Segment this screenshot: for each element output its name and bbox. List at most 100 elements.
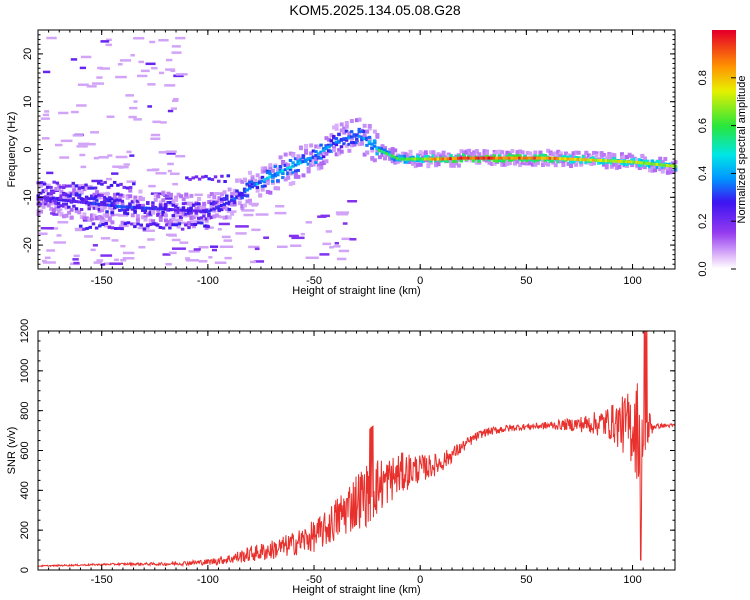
ridge-mid xyxy=(648,164,652,168)
ridge-halo xyxy=(219,192,224,197)
ridge-halo xyxy=(541,158,546,163)
ridge-halo xyxy=(319,161,324,166)
ridge-halo xyxy=(525,161,530,166)
ridge-mid xyxy=(286,171,290,175)
ridge-halo xyxy=(520,150,525,155)
ridge-core xyxy=(273,172,277,176)
colorbar-cell xyxy=(712,127,736,131)
ridge-halo xyxy=(500,150,505,155)
noise-blob xyxy=(333,245,341,248)
ridge-core xyxy=(367,140,372,144)
ridge-halo xyxy=(459,149,464,154)
side-ridge xyxy=(139,223,143,227)
snr-series-line xyxy=(38,330,676,568)
ridge-mid xyxy=(227,202,232,206)
noise-blob xyxy=(60,139,73,143)
ridge-mid xyxy=(87,203,91,207)
ridge-halo xyxy=(189,201,194,206)
ridge-mid xyxy=(630,161,634,165)
ridge-core xyxy=(118,204,122,208)
ridge-mid xyxy=(265,171,270,175)
ridge-mid xyxy=(487,158,491,162)
ridge-halo xyxy=(110,220,115,225)
ridge-mid xyxy=(625,163,629,167)
ridge-core xyxy=(230,198,234,202)
ridge-halo xyxy=(110,208,115,213)
ridge-halo xyxy=(133,195,138,200)
ridge-mid xyxy=(609,161,614,165)
colorbar-cell xyxy=(712,39,736,43)
ridge-halo xyxy=(653,168,658,173)
ridge-mid xyxy=(510,158,514,162)
ridge-halo xyxy=(105,213,110,218)
ridge-halo xyxy=(589,154,594,159)
colorbar-cell xyxy=(712,249,736,252)
ridge-mid xyxy=(227,207,232,211)
noise-blob xyxy=(42,261,56,264)
ridge-halo xyxy=(237,196,242,201)
ridge-mid xyxy=(189,206,193,210)
ridge-core xyxy=(599,159,604,163)
ridge-mid xyxy=(118,208,122,212)
noise-blob xyxy=(170,69,176,73)
noise-blob xyxy=(58,111,69,115)
colorbar-cell xyxy=(712,141,736,145)
side-ridge xyxy=(58,196,63,200)
ridge-mid xyxy=(497,154,502,158)
ridge-halo xyxy=(199,205,204,210)
ridge-halo xyxy=(283,177,288,182)
colorbar-cell xyxy=(712,169,736,173)
ridge-halo xyxy=(668,165,673,170)
ridge-mid xyxy=(209,215,214,219)
side-ridge xyxy=(52,199,56,203)
colorbar-cell xyxy=(712,151,736,155)
noise-blob xyxy=(86,142,96,146)
ridge-core xyxy=(181,208,186,212)
ridge-halo xyxy=(332,148,337,153)
ridge-halo xyxy=(492,151,497,156)
ridge-halo xyxy=(558,151,563,156)
ridge-halo xyxy=(477,152,482,157)
ridge-mid xyxy=(74,207,79,211)
ridge-halo xyxy=(431,150,436,155)
ridge-halo xyxy=(484,158,489,163)
ridge-halo xyxy=(579,162,584,167)
ridge-mid xyxy=(495,159,499,163)
ridge-mid xyxy=(171,214,176,218)
noise-blob xyxy=(165,68,176,71)
ridge-halo xyxy=(533,162,538,167)
ridge-mid xyxy=(630,158,634,162)
ridge-halo xyxy=(520,160,525,165)
colorbar-cell xyxy=(712,93,736,97)
ridge-mid xyxy=(79,207,84,211)
noise-blob xyxy=(100,237,111,240)
side-ridge xyxy=(87,197,91,201)
ridge-core xyxy=(133,206,137,210)
ridge-mid xyxy=(176,206,181,210)
ridge-halo xyxy=(492,161,497,166)
ridge-halo xyxy=(609,152,614,157)
ridge-core xyxy=(553,156,558,160)
noise-blob xyxy=(221,235,231,239)
ridge-core xyxy=(627,160,632,164)
side-ridge xyxy=(106,198,111,202)
ridge-mid xyxy=(120,199,125,203)
ridge-halo xyxy=(439,154,444,159)
ridge-halo xyxy=(426,160,431,165)
ridge-core xyxy=(84,201,89,205)
noise-blob xyxy=(100,254,113,257)
colorbar-cell xyxy=(712,99,736,103)
ridge-halo xyxy=(571,155,576,160)
ridge-mid xyxy=(87,207,91,211)
ridge-mid xyxy=(360,130,364,134)
ridge-core xyxy=(332,141,336,145)
colorbar-cell xyxy=(712,231,736,234)
noise-blob xyxy=(106,115,115,119)
ridge-core xyxy=(250,185,255,189)
side-ridge xyxy=(203,224,207,228)
side-ridge xyxy=(116,192,120,196)
ridge-mid xyxy=(41,190,46,194)
ridge-halo xyxy=(372,129,377,134)
ridge-core xyxy=(400,157,405,161)
colorbar-cell xyxy=(712,41,736,45)
